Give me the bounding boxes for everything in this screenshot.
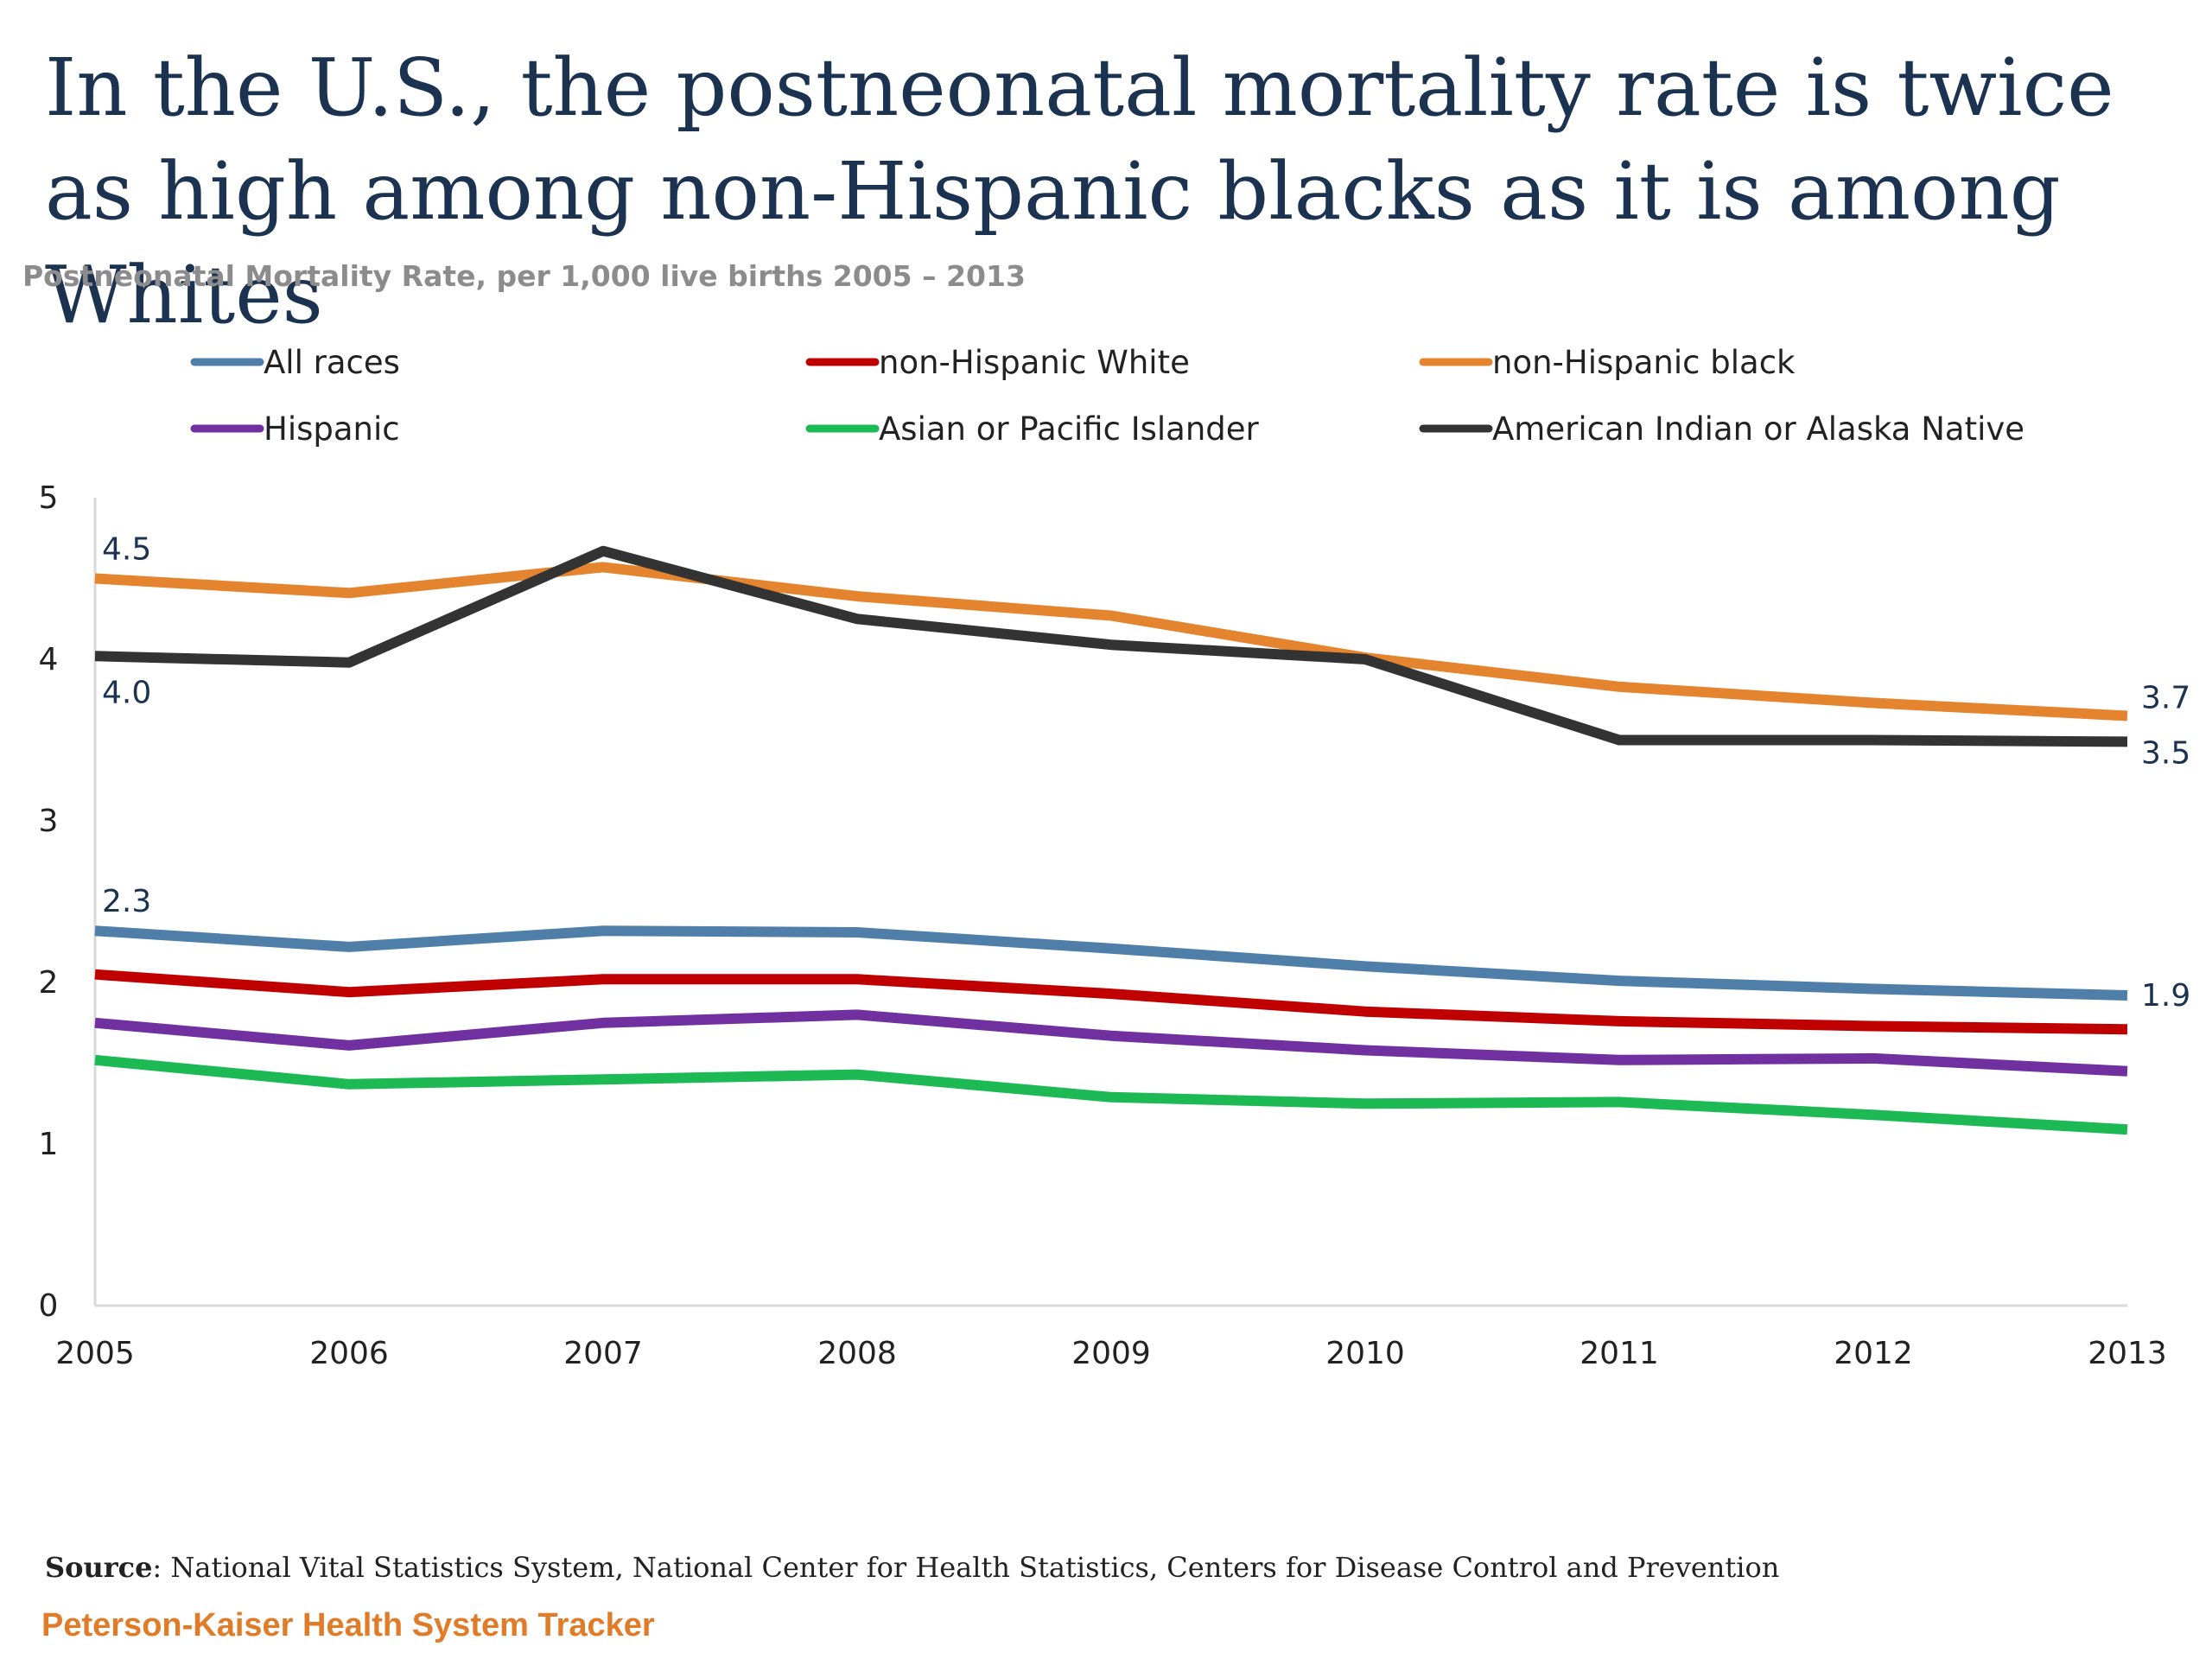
series-line (94, 545, 2128, 747)
chart-series (94, 545, 2128, 1135)
source-note: Source: National Vital Statistics System… (45, 1551, 1779, 1584)
data-label: 4.5 (102, 532, 151, 568)
data-label: 4.0 (102, 675, 151, 710)
data-label: 1.9 (2141, 978, 2190, 1014)
x-tick-label: 2005 (55, 1336, 135, 1371)
y-tick-label: 0 (39, 1288, 59, 1324)
y-tick-label: 3 (39, 804, 59, 839)
legend-label: American Indian or Alaska Native (1492, 410, 2024, 448)
y-tick-label: 1 (39, 1127, 59, 1162)
legend-label: non-Hispanic White (879, 344, 1190, 381)
x-tick-label: 2013 (2088, 1336, 2167, 1371)
chart-axes: 0 1 2 3 4 5 2005 2006 2007 2008 2009 2010 2011 2012 20… (39, 480, 2167, 1371)
chart-title: In the U.S., the postneonatal mortality … (45, 41, 2114, 341)
legend-label: All races (264, 344, 400, 381)
series-line (94, 969, 2128, 1035)
y-tick-label: 2 (39, 965, 59, 1001)
x-tick-label: 2009 (1071, 1336, 1151, 1371)
series-line (94, 1054, 2128, 1135)
y-tick-label: 5 (39, 480, 59, 516)
legend-label: Asian or Pacific Islander (879, 410, 1260, 448)
y-tick-label: 4 (39, 642, 59, 677)
x-tick-label: 2006 (309, 1336, 389, 1371)
data-label: 3.7 (2141, 680, 2190, 715)
x-tick-label: 2012 (1834, 1336, 1913, 1371)
series-line (94, 1009, 2128, 1077)
source-text: : National Vital Statistics System, Nati… (152, 1551, 1780, 1584)
x-tick-label: 2007 (563, 1336, 643, 1371)
legend-label: Hispanic (264, 410, 400, 448)
chart-subtitle: Postneonatal Mortality Rate, per 1,000 l… (22, 259, 1026, 293)
x-tick-label: 2011 (1580, 1336, 1659, 1371)
chart-data-labels: 4.5 4.0 2.3 3.7 3.5 1.9 (102, 532, 2190, 1014)
x-tick-label: 2008 (817, 1336, 897, 1371)
series-line (94, 562, 2128, 721)
data-label: 2.3 (102, 884, 151, 919)
line-chart: 0 1 2 3 4 5 2005 2006 2007 2008 2009 2010 2011 2012 20… (39, 344, 2191, 1371)
series-line (94, 925, 2128, 1001)
x-tick-label: 2010 (1325, 1336, 1405, 1371)
chart-legend: All races non-Hispanic White non-Hispanic … (190, 344, 2024, 448)
data-label: 3.5 (2141, 735, 2190, 771)
source-label: Source (45, 1551, 153, 1584)
brand-logo-text: Peterson-Kaiser Health System Tracker (41, 1607, 655, 1643)
legend-label: non-Hispanic black (1492, 344, 1796, 381)
